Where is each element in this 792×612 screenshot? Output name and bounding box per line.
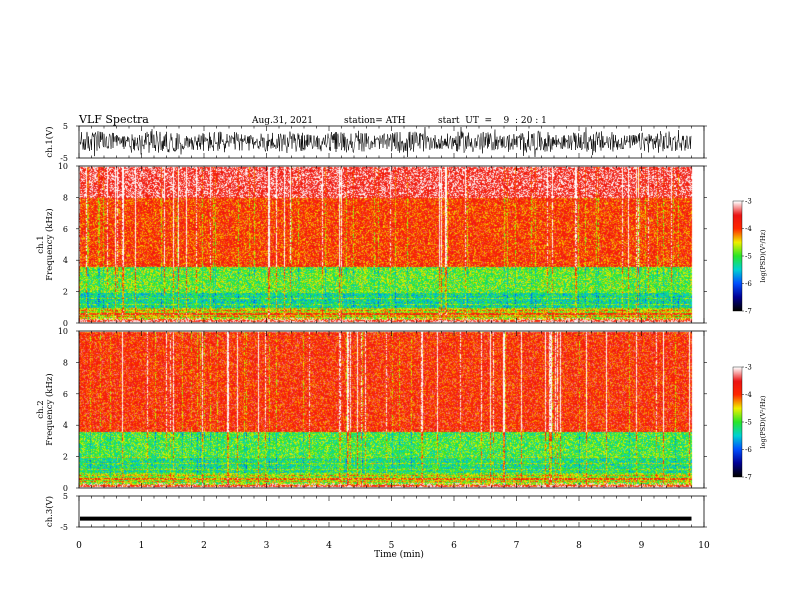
y-tick-label: 4 (63, 256, 68, 265)
x-tick-label: 2 (201, 541, 207, 551)
ch1-spectrogram-panel: 0 2 4 6 8 10 ch.1 Frequency (kHz) (36, 162, 707, 328)
x-tick-label: 6 (451, 541, 457, 551)
colorbar-tick-label: -4 (745, 391, 752, 399)
colorbar-gradient (733, 201, 742, 311)
x-tick-label: 4 (326, 541, 332, 551)
y-tick-label: -5 (60, 523, 68, 532)
y-tick-label: 0 (63, 484, 68, 493)
x-tick-label: 3 (264, 541, 270, 551)
y-tick-label: 4 (63, 421, 68, 430)
colorbar-label: log(PSD)(V²/Hz) (759, 395, 767, 448)
ch3-waveform-line (80, 516, 692, 521)
y-tick-label: 2 (63, 288, 68, 297)
y-tick-label: 6 (63, 225, 68, 234)
colorbar-tick-label: -6 (745, 280, 752, 288)
start-time-label: start UT = 9 : 20 : 1 (438, 116, 547, 126)
colorbar-tick-label: -3 (745, 198, 752, 206)
y-tick-label: 8 (63, 193, 68, 202)
y-axis-label: ch.2 (36, 400, 46, 418)
colorbar-tick-label: -7 (745, 474, 752, 482)
ch1-waveform-line (79, 126, 692, 158)
x-tick-label: 7 (514, 541, 520, 551)
ch1-waveform-panel: 5 -5 ch.1(V) (44, 122, 707, 163)
ch2-colorbar: -3 -4 -5 -6 -7 log(PSD)(V²/Hz) (732, 364, 767, 482)
colorbar-tick-label: -3 (745, 364, 752, 372)
colorbar-label: log(PSD)(V²/Hz) (759, 229, 767, 282)
x-tick-label: 0 (76, 541, 82, 551)
y-tick-label: 8 (63, 358, 68, 367)
colorbar-tick-label: -5 (745, 419, 752, 427)
date-label: Aug.31, 2021 (251, 116, 313, 126)
colorbar-tick-label: -6 (745, 446, 752, 454)
time-axis: 0 1 2 3 4 5 6 7 8 9 10 (76, 541, 710, 551)
x-tick-label: 10 (698, 541, 710, 551)
ch1-colorbar: -3 -4 -5 -6 -7 log(PSD)(V²/Hz) (732, 198, 767, 316)
y-tick-label: 0 (63, 319, 68, 328)
spectrogram-image (79, 331, 704, 488)
colorbar-tick-label: -7 (745, 308, 752, 316)
x-tick-label: 9 (639, 541, 645, 551)
x-axis-label: Time (min) (374, 549, 424, 560)
colorbar-tick-label: -4 (745, 225, 752, 233)
y-tick-label: 10 (58, 162, 68, 171)
y-axis-label: Frequency (kHz) (44, 373, 55, 445)
colorbar-gradient (733, 367, 742, 477)
x-tick-label: 8 (576, 541, 582, 551)
x-tick-label: 5 (389, 541, 395, 551)
station-label: station= ATH (344, 116, 406, 126)
y-tick-label: 2 (63, 453, 68, 462)
ch2-spectrogram-panel: 0 2 4 6 8 10 ch.2 Frequency (kHz) (36, 327, 707, 493)
y-axis-label: ch.1 (36, 235, 46, 253)
y-axis-label: ch.3(V) (44, 496, 55, 527)
figure-title: VLF Spectra (78, 113, 149, 126)
y-tick-label: 6 (63, 390, 68, 399)
y-tick-label: 5 (63, 492, 68, 501)
x-tick-label: 1 (139, 541, 145, 551)
ch3-waveform-panel: 5 -5 ch.3(V) (44, 492, 707, 532)
y-tick-label: 10 (58, 327, 68, 336)
y-tick-label: -5 (60, 154, 68, 163)
y-axis-label: ch.1(V) (44, 126, 55, 157)
y-axis-label: Frequency (kHz) (44, 208, 55, 280)
y-tick-label: 5 (63, 122, 68, 131)
spectrogram-image (79, 166, 704, 323)
colorbar-tick-label: -5 (745, 253, 752, 261)
